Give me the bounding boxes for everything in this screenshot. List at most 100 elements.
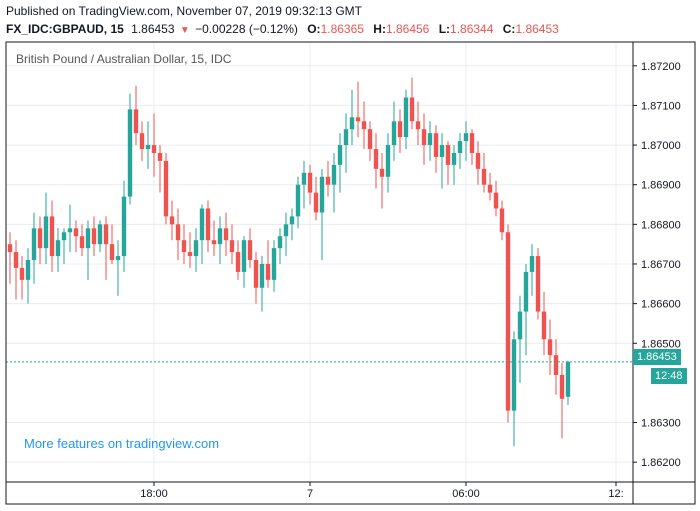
candle-body xyxy=(403,97,409,138)
x-tick-label: 06:00 xyxy=(452,488,480,500)
candle-body xyxy=(97,224,103,245)
candle-body xyxy=(277,236,283,249)
candle-body xyxy=(385,145,391,177)
candle-body xyxy=(487,184,493,193)
candle-body xyxy=(415,121,421,130)
candle-body xyxy=(379,168,385,177)
candle-body xyxy=(505,232,511,411)
last-price-tag: 1.86453 xyxy=(633,349,681,365)
candle-body xyxy=(271,248,277,280)
candle-body xyxy=(367,129,373,150)
candle-body xyxy=(103,224,109,245)
x-tick-label: 12: xyxy=(608,488,623,500)
low-label: L: xyxy=(438,22,451,36)
candle-body xyxy=(187,252,193,257)
candle-body xyxy=(163,160,169,217)
chart-title: British Pound / Australian Dollar, 15, I… xyxy=(16,52,232,66)
candle-body xyxy=(121,196,127,257)
candle-body xyxy=(427,133,433,146)
y-tick-label: 1.87200 xyxy=(641,61,681,73)
symbol-label[interactable]: FX_IDC:GBPAUD, 15 xyxy=(6,22,124,36)
candle-body xyxy=(37,228,43,249)
candle-body xyxy=(217,228,223,245)
y-tick-label: 1.86900 xyxy=(641,180,681,192)
candle-body xyxy=(49,216,55,257)
x-tick-label: 7 xyxy=(307,488,313,500)
candle-body xyxy=(547,339,553,356)
candle-body xyxy=(445,145,451,165)
candle-body xyxy=(211,240,217,245)
candle-body xyxy=(553,355,559,375)
candle-body xyxy=(397,121,403,138)
candle-body xyxy=(241,240,247,272)
candle-body xyxy=(85,228,91,249)
candle-body xyxy=(235,252,241,272)
candle-body xyxy=(223,228,229,241)
candle-body xyxy=(283,224,289,237)
candle-body xyxy=(55,240,61,257)
symbol-line: FX_IDC:GBPAUD, 15 1.86453 ▼ −0.00228 (−0… xyxy=(6,22,559,36)
candle-body xyxy=(157,152,163,161)
candle-body xyxy=(43,216,49,249)
open-value: 1.86365 xyxy=(320,22,364,36)
candle-body xyxy=(499,208,505,233)
candle-body xyxy=(565,361,571,397)
candle-body xyxy=(325,176,331,185)
candle-body xyxy=(361,121,367,130)
y-axis-ticks: 1.87200 1.87100 1.87000 1.86900 1.86800 1.867… xyxy=(633,61,681,469)
candle-body xyxy=(337,145,343,165)
x-axis-ticks: 18:00 7 06:00 12: xyxy=(140,482,624,500)
candle-body xyxy=(115,256,121,261)
candle-body xyxy=(373,149,379,169)
candle-body xyxy=(13,252,19,268)
candle-body xyxy=(229,240,235,253)
y-tick-label: 1.86800 xyxy=(641,219,681,231)
candle-body xyxy=(421,129,427,146)
candle-body xyxy=(343,129,349,146)
candle-body xyxy=(295,184,301,217)
candle-body xyxy=(463,133,469,142)
candle-body xyxy=(307,172,313,193)
close-value: 1.86453 xyxy=(515,22,559,36)
promo-link[interactable]: More features on tradingview.com xyxy=(24,436,220,451)
price-change: −0.00228 (−0.12%) xyxy=(195,22,298,36)
y-tick-label: 1.86300 xyxy=(641,418,681,430)
candle-body xyxy=(151,145,157,153)
close-label: C: xyxy=(502,22,516,36)
candle-body xyxy=(355,117,361,122)
frame xyxy=(5,41,696,505)
candle-body xyxy=(451,152,457,165)
candle-body xyxy=(511,339,517,411)
candle-body xyxy=(535,256,541,312)
low-value: 1.86344 xyxy=(450,22,494,36)
candle-body xyxy=(469,133,475,153)
candle-body xyxy=(67,228,73,233)
candle-body xyxy=(175,224,181,241)
candle-body xyxy=(91,228,97,245)
candle-body xyxy=(109,244,115,261)
candle-body xyxy=(7,244,13,253)
candle-body xyxy=(139,133,145,150)
candles xyxy=(7,77,571,447)
candle-body xyxy=(331,164,337,185)
candle-body xyxy=(313,192,319,213)
candle-body xyxy=(559,374,565,399)
candle-body xyxy=(259,263,265,288)
high-label: H: xyxy=(373,22,386,36)
y-tick-label: 1.86500 xyxy=(641,338,681,350)
candle-body xyxy=(391,121,397,146)
grid-lines xyxy=(6,42,633,482)
candle-body xyxy=(19,267,25,280)
y-tick-label: 1.86700 xyxy=(641,259,681,271)
y-tick-label: 1.86600 xyxy=(641,299,681,311)
high-value: 1.86456 xyxy=(385,22,430,36)
y-tick-label: 1.87000 xyxy=(641,140,681,152)
last-price: 1.86453 xyxy=(131,22,175,36)
candle-body xyxy=(127,109,133,197)
candle-body xyxy=(199,208,205,241)
candle-body xyxy=(457,141,463,153)
candle-body xyxy=(181,240,187,253)
down-arrow-icon: ▼ xyxy=(179,25,190,36)
open-label: O: xyxy=(307,22,321,36)
